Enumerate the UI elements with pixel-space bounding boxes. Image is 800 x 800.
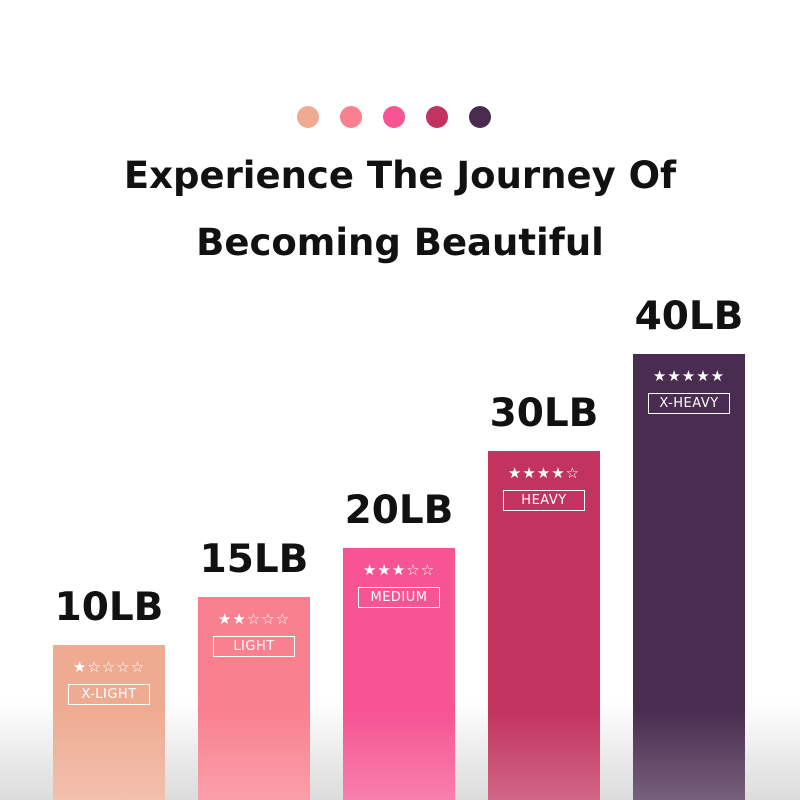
bar-shade — [198, 710, 310, 800]
level-badge: X-HEAVY — [648, 393, 730, 414]
bar-shade — [633, 710, 745, 800]
rating-stars: ★★☆☆☆ — [217, 609, 291, 628]
bar-15lb: ★★☆☆☆ LIGHT — [198, 596, 310, 800]
title-line-1: Experience The Journey Of — [123, 154, 677, 197]
bar-shade — [343, 710, 455, 800]
rating-stars: ★☆☆☆☆ — [72, 658, 146, 676]
weight-label: 15LB — [199, 536, 309, 582]
bar-shade — [53, 710, 165, 800]
rating-stars: ★★★☆☆ — [362, 561, 436, 579]
color-dots — [297, 106, 491, 128]
title-line-2: Becoming Beautiful — [196, 221, 604, 264]
color-dot — [340, 106, 362, 128]
weight-label: 40LB — [634, 294, 744, 339]
bar-shade — [488, 710, 600, 800]
bar-40lb: ★★★★★ X-HEAVY — [633, 354, 745, 800]
color-dot — [426, 106, 448, 128]
color-dot — [383, 106, 405, 128]
level-badge: MEDIUM — [358, 587, 440, 608]
weight-label: 10LB — [54, 585, 164, 630]
bar-20lb: ★★★☆☆ MEDIUM — [343, 548, 455, 800]
level-badge: HEAVY — [503, 490, 585, 511]
color-dot — [297, 106, 319, 128]
weight-label: 20LB — [344, 488, 454, 533]
bar-30lb: ★★★★☆ HEAVY — [488, 451, 600, 800]
bar-10lb: ★☆☆☆☆ X-LIGHT — [53, 645, 165, 800]
weight-label: 30LB — [489, 391, 599, 436]
rating-stars: ★★★★☆ — [507, 464, 581, 482]
level-badge: X-LIGHT — [68, 684, 150, 705]
color-dot — [469, 106, 491, 128]
rating-stars: ★★★★★ — [652, 367, 726, 385]
level-badge: LIGHT — [213, 635, 295, 657]
